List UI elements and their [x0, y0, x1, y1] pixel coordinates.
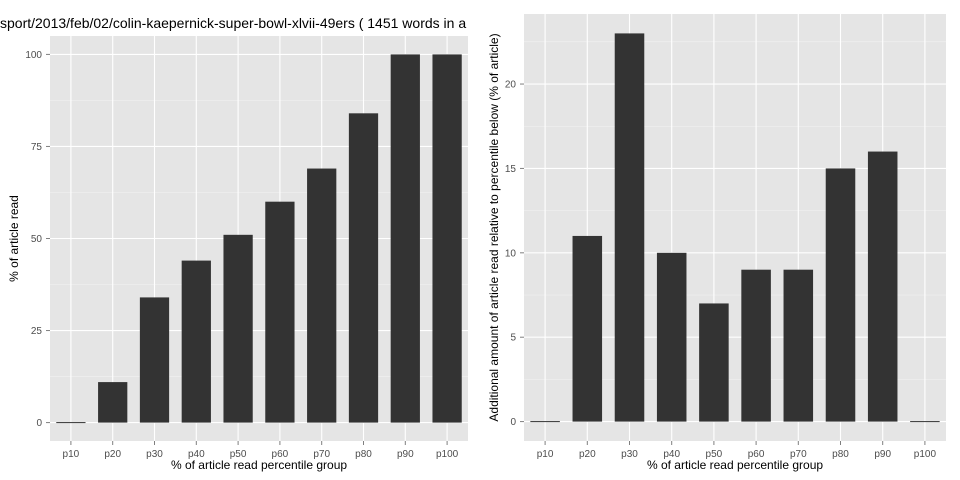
y-tick-label: 20 — [505, 80, 517, 91]
bar-p30 — [614, 33, 645, 422]
left-chart-panel: 0 25 50 75 100 p10 p20 p30 p40 p50 p60 p70 p80 p90 p10… — [7, 36, 468, 472]
x-tick-label: p20 — [579, 449, 596, 460]
bar-p40 — [656, 252, 687, 422]
x-axis-title: % of article read percentile group — [171, 458, 347, 472]
y-tick-label: 10 — [505, 248, 517, 259]
bar-p100 — [910, 421, 940, 423]
bar-p90 — [867, 151, 898, 422]
x-tick-label: p30 — [621, 449, 638, 460]
bar-p60 — [265, 201, 295, 423]
y-tick-label: 5 — [510, 333, 516, 344]
bar-p10 — [56, 422, 86, 424]
bar-p10 — [530, 421, 560, 423]
right-chart-panel: 0 5 10 15 20 p10 p20 p30 p40 p50 p60 p70 p80 p90 p100%… — [487, 14, 946, 472]
x-tick-label: p10 — [63, 449, 80, 460]
bar-p20 — [98, 382, 128, 423]
bar-p70 — [783, 269, 814, 422]
x-tick-label: p80 — [355, 449, 372, 460]
bar-p60 — [741, 269, 771, 422]
x-tick-label: p90 — [874, 449, 891, 460]
y-tick-label: 100 — [25, 50, 42, 61]
x-tick-label: p50 — [230, 449, 247, 460]
x-tick-label: p10 — [537, 449, 554, 460]
x-tick-label: p100 — [436, 449, 459, 460]
x-tick-label: p50 — [706, 449, 723, 460]
bar-p70 — [307, 168, 337, 423]
bar-p90 — [390, 54, 420, 423]
bar-p50 — [699, 303, 729, 422]
y-tick-label: 15 — [505, 164, 517, 175]
y-axis-title: % of article read — [7, 195, 21, 282]
x-tick-label: p40 — [663, 449, 680, 460]
x-tick-label: p30 — [146, 449, 163, 460]
y-tick-label: 0 — [36, 418, 42, 429]
bar-p20 — [572, 235, 603, 422]
x-tick-label: p60 — [748, 449, 765, 460]
y-axis-title: Additional amount of article read relati… — [487, 33, 501, 421]
bar-p80 — [348, 113, 379, 423]
x-tick-label: p100 — [914, 449, 937, 460]
x-tick-label: p70 — [790, 449, 807, 460]
chart-title: sport/2013/feb/02/colin-kaepernick-super… — [0, 15, 466, 31]
x-tick-label: p80 — [832, 449, 849, 460]
x-axis-title: % of article read percentile group — [647, 458, 823, 472]
x-tick-label: p70 — [313, 449, 330, 460]
bar-p50 — [223, 234, 253, 423]
x-tick-label: p90 — [397, 449, 414, 460]
y-tick-label: 0 — [510, 417, 516, 428]
bar-p100 — [432, 54, 462, 423]
y-tick-label: 50 — [31, 234, 43, 245]
bar-p40 — [181, 260, 211, 423]
x-tick-label: p20 — [104, 449, 121, 460]
x-tick-label: p40 — [188, 449, 205, 460]
y-tick-label: 25 — [31, 326, 43, 337]
bar-p80 — [825, 168, 856, 422]
bar-p30 — [139, 297, 170, 423]
x-tick-label: p60 — [272, 449, 289, 460]
y-tick-label: 75 — [31, 142, 43, 153]
